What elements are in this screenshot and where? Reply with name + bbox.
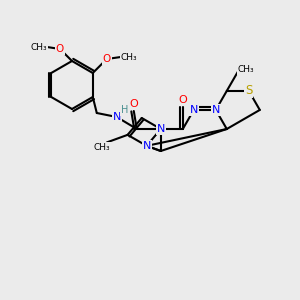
Text: O: O — [178, 95, 187, 105]
Text: N: N — [157, 124, 165, 134]
Text: S: S — [245, 84, 253, 98]
Text: O: O — [129, 99, 138, 109]
Text: CH₃: CH₃ — [94, 143, 110, 152]
Text: N: N — [212, 105, 220, 115]
Text: H: H — [121, 105, 128, 115]
Text: N: N — [112, 112, 121, 122]
Text: N: N — [157, 124, 165, 134]
Text: CH₃: CH₃ — [121, 52, 137, 62]
Text: CH₃: CH₃ — [238, 65, 254, 74]
Text: CH₃: CH₃ — [31, 43, 47, 52]
Text: O: O — [56, 44, 64, 54]
Text: O: O — [103, 54, 111, 64]
Text: N: N — [142, 141, 151, 151]
Text: N: N — [190, 105, 198, 115]
